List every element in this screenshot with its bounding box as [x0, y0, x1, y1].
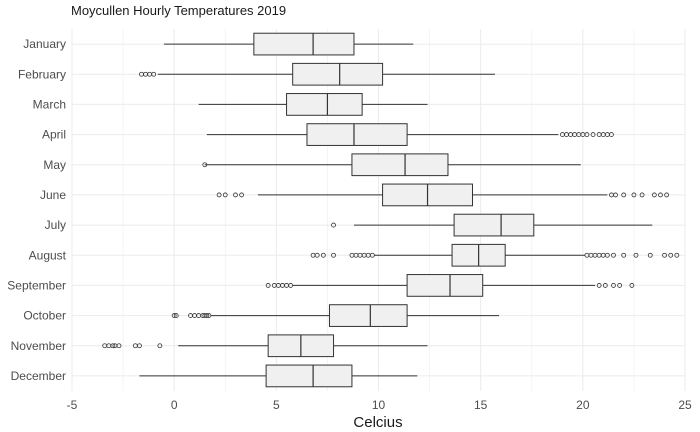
outlier-point: [651, 192, 657, 198]
box-august: [310, 243, 680, 267]
category-label: October: [23, 309, 66, 323]
category-labels: January February March April May June July Augu…: [7, 37, 66, 383]
box-february: [139, 62, 495, 86]
outlier-point: [110, 343, 116, 349]
outlier-point: [331, 252, 336, 258]
outlier-point: [621, 252, 627, 258]
box-october: [171, 304, 500, 327]
outlier-point: [658, 192, 663, 198]
outlier-point: [584, 132, 590, 137]
outlier-point: [222, 192, 228, 198]
box-december: [139, 364, 418, 388]
outlier-point: [664, 192, 670, 198]
box-iqr: [253, 32, 355, 56]
category-label: May: [43, 158, 66, 172]
box-iqr: [406, 274, 484, 297]
outlier-point: [604, 252, 610, 258]
category-label: January: [23, 37, 66, 51]
outlier-point: [157, 343, 163, 349]
outlier-point: [331, 222, 336, 228]
outlier-point: [369, 252, 375, 258]
box-may: [202, 153, 581, 177]
box-november: [102, 334, 428, 358]
outlier-point: [613, 192, 618, 198]
outlier-point: [631, 192, 637, 198]
outlier-point: [204, 313, 210, 318]
x-tick-label: 5: [273, 398, 280, 412]
box-april: [206, 123, 614, 146]
box-iqr: [328, 304, 408, 327]
outlier-point: [639, 192, 645, 198]
outlier-point: [239, 192, 244, 198]
category-label: December: [11, 369, 66, 383]
outlier-point: [602, 283, 608, 288]
box-july: [331, 213, 653, 237]
boxes: [102, 32, 680, 388]
outlier-point: [288, 283, 294, 288]
x-tick-label: 0: [171, 398, 178, 412]
box-january: [163, 32, 414, 56]
outlier-point: [265, 283, 271, 288]
outlier-point: [668, 252, 674, 258]
category-label: June: [40, 188, 66, 202]
box-iqr: [306, 123, 408, 146]
outlier-point: [233, 192, 238, 198]
box-september: [265, 274, 635, 297]
outlier-point: [596, 283, 602, 288]
box-iqr: [265, 364, 353, 388]
outlier-point: [611, 252, 616, 258]
outlier-point: [320, 252, 326, 258]
outlier-point: [173, 313, 179, 318]
category-label: March: [33, 97, 66, 111]
category-label: November: [11, 339, 66, 353]
x-axis-label: Celcius: [353, 414, 402, 431]
outlier-point: [674, 252, 680, 258]
outlier-point: [662, 252, 667, 258]
box-march: [198, 93, 428, 116]
box-iqr: [453, 213, 535, 237]
category-label: September: [7, 278, 66, 292]
x-tick-label: -5: [67, 398, 78, 412]
box-iqr: [351, 153, 449, 177]
outlier-point: [617, 283, 623, 288]
category-label: February: [18, 67, 66, 81]
chart-title: Moycullen Hourly Temperatures 2019: [71, 3, 286, 18]
outlier-point: [314, 252, 320, 258]
x-tick-label: 25: [678, 398, 692, 412]
outlier-point: [647, 252, 653, 258]
outlier-point: [171, 313, 177, 318]
outlier-point: [137, 343, 142, 349]
outlier-point: [590, 132, 596, 137]
outlier-point: [629, 283, 635, 288]
outlier-point: [202, 162, 208, 168]
box-june: [216, 183, 670, 207]
outlier-point: [611, 283, 616, 288]
x-tick-label: 20: [576, 398, 590, 412]
x-axis-ticks: -5 0 5 10 15 20 25: [67, 398, 692, 412]
category-label: August: [29, 248, 67, 262]
x-tick-label: 10: [372, 398, 386, 412]
outlier-point: [116, 343, 122, 349]
category-label: July: [45, 218, 66, 232]
category-label: April: [42, 128, 66, 142]
outlier-point: [151, 71, 157, 77]
box-iqr: [292, 62, 384, 86]
outlier-point: [633, 252, 639, 258]
outlier-point: [216, 192, 222, 198]
outlier-point: [609, 132, 614, 137]
x-tick-label: 15: [474, 398, 488, 412]
outlier-point: [621, 192, 627, 198]
box-iqr: [286, 93, 363, 116]
outlier-point: [206, 313, 212, 318]
